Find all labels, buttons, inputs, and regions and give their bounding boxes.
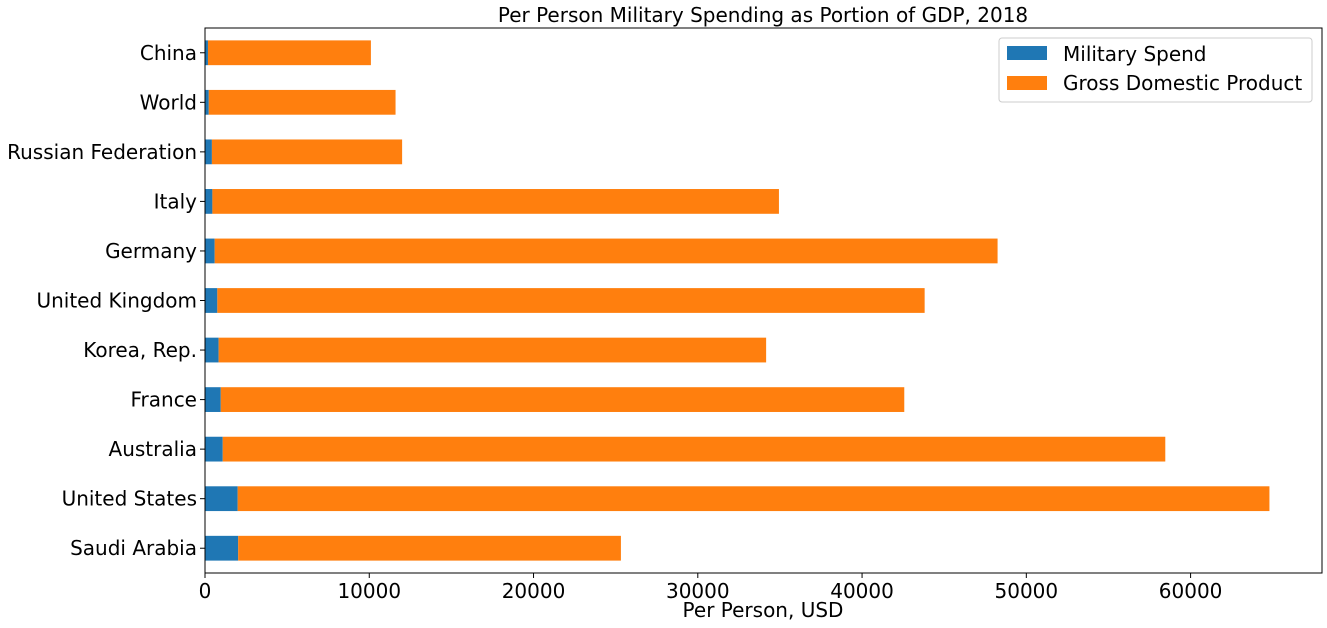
bar-military-spend-korea-rep xyxy=(205,337,219,363)
bar-gross-domestic-product-australia xyxy=(222,436,1166,462)
bar-military-spend-russian-federation xyxy=(205,139,212,165)
bar-gross-domestic-product-italy xyxy=(212,189,779,214)
y-tick-label: Saudi Arabia xyxy=(70,536,197,560)
legend-swatch-gross-domestic-product xyxy=(1007,76,1047,90)
bar-gross-domestic-product-russian-federation xyxy=(211,139,403,165)
bar-gross-domestic-product-world xyxy=(208,89,396,115)
bar-gross-domestic-product-germany xyxy=(214,238,998,264)
bar-gross-domestic-product-united-kingdom xyxy=(217,288,925,313)
x-tick-label: 50000 xyxy=(995,579,1059,603)
y-tick-label: United Kingdom xyxy=(36,289,197,313)
y-tick-label: Germany xyxy=(105,239,197,263)
bar-gross-domestic-product-china xyxy=(207,40,371,66)
bar-military-spend-france xyxy=(205,387,221,412)
bar-military-spend-world xyxy=(205,89,209,115)
x-tick-label: 40000 xyxy=(830,579,894,603)
y-tick-label: France xyxy=(130,388,197,412)
bar-gross-domestic-product-france xyxy=(220,387,905,412)
x-tick-label: 20000 xyxy=(502,579,566,603)
y-tick-label: United States xyxy=(62,487,197,511)
bar-military-spend-china xyxy=(205,40,208,66)
y-tick-label: China xyxy=(140,41,197,65)
chart-title: Per Person Military Spending as Portion … xyxy=(498,3,1028,27)
plot-frame xyxy=(204,27,1323,574)
legend-box xyxy=(998,37,1313,103)
x-tick-label: 10000 xyxy=(337,579,401,603)
legend-label-military-spend: Military Spend xyxy=(1063,42,1207,66)
y-axis-ticks: China World Russian Federation Italy Germany… xyxy=(7,41,205,560)
legend-label-gross-domestic-product: Gross Domestic Product xyxy=(1063,71,1302,95)
bar-military-spend-united-kingdom xyxy=(205,288,218,313)
y-tick-label: Russian Federation xyxy=(7,140,197,164)
x-tick-label: 0 xyxy=(199,579,212,603)
bar-military-spend-united-states xyxy=(205,486,238,512)
y-tick-label: World xyxy=(140,90,197,114)
x-axis-ticks: 0 10000 20000 30000 40000 50000 60000 xyxy=(199,573,1223,603)
y-tick-label: Italy xyxy=(154,189,198,213)
x-tick-label: 30000 xyxy=(666,579,730,603)
bar-gross-domestic-product-saudi-arabia xyxy=(238,535,621,561)
legend: Military Spend Gross Domestic Product xyxy=(998,37,1313,103)
bar-military-spend-italy xyxy=(205,189,213,214)
bar-military-spend-australia xyxy=(205,436,223,462)
x-axis-label: Per Person, USD xyxy=(683,598,844,622)
legend-swatch-military-spend xyxy=(1007,46,1047,60)
y-tick-label: Australia xyxy=(109,437,197,461)
bar-gross-domestic-product-united-states xyxy=(237,486,1270,512)
bar-gross-domestic-product-korea-rep xyxy=(218,337,767,363)
bar-military-spend-saudi-arabia xyxy=(205,535,239,561)
x-tick-label: 60000 xyxy=(1159,579,1223,603)
y-tick-label: Korea, Rep. xyxy=(83,338,197,362)
bars xyxy=(205,40,1270,561)
bar-military-spend-germany xyxy=(205,238,215,264)
